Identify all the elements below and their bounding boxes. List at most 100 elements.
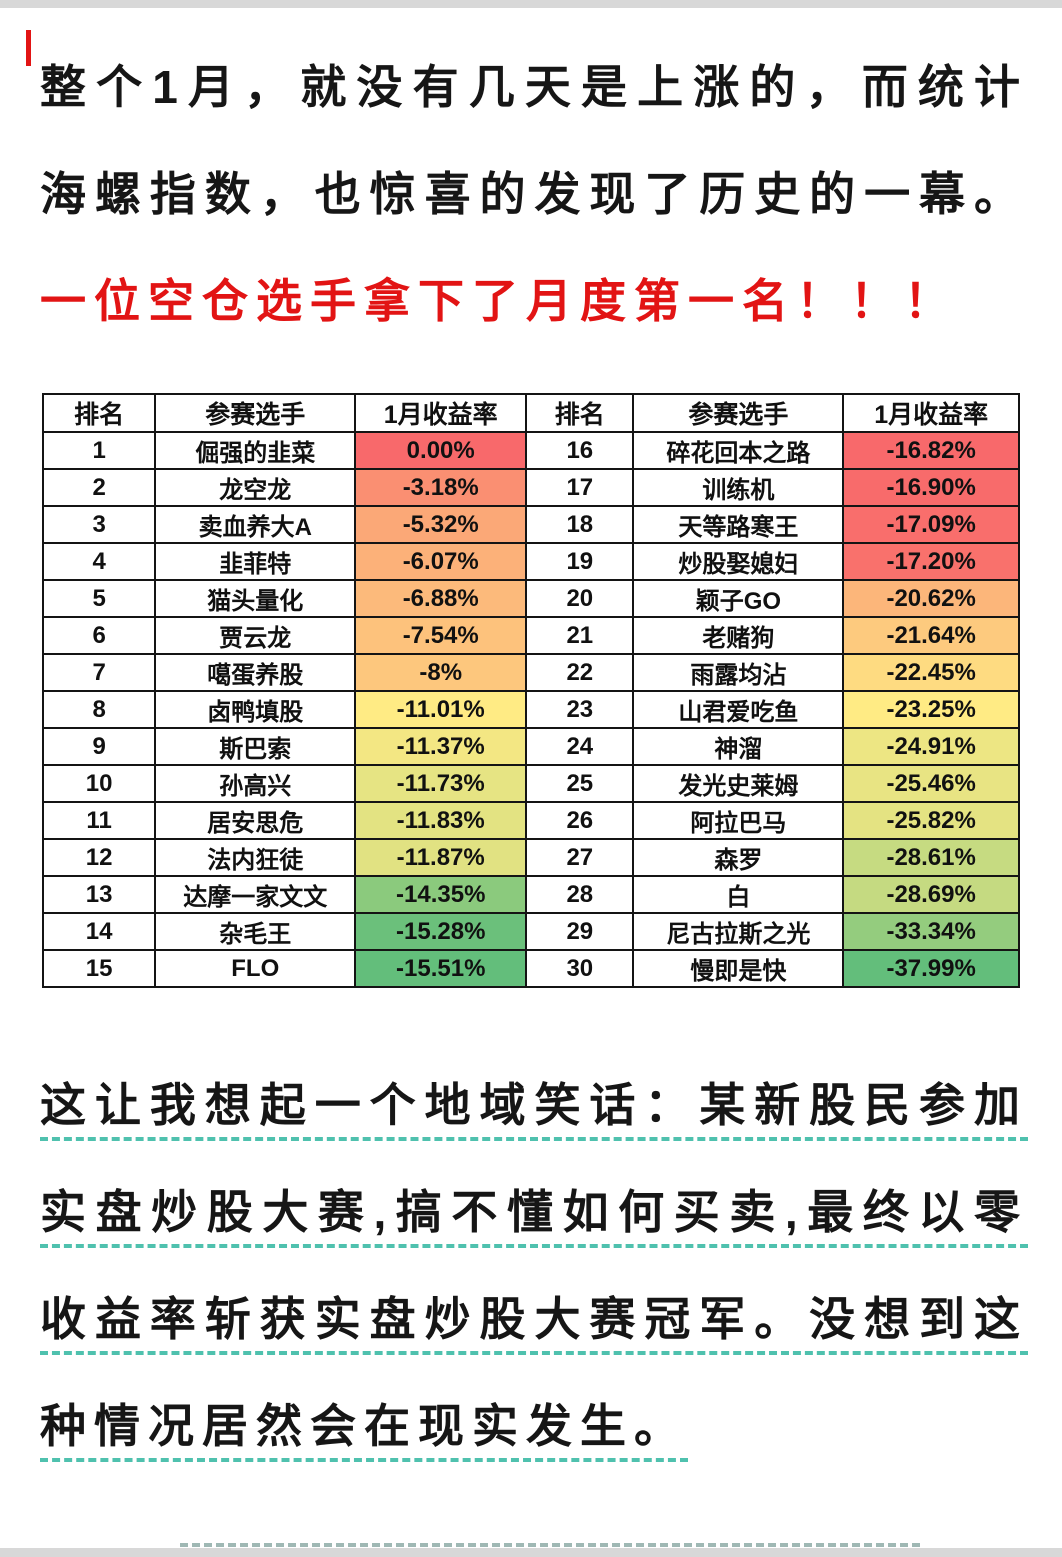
outro-underlined-text: 这让我想起一个地域笑话：某新股民参加实盘炒股大赛,搞不懂如何买卖,最终以零收益率… [40,1079,1028,1452]
player-name-cell: 卤鸭填股 [154,690,357,729]
return-cell: -11.87% [354,838,528,877]
player-name-cell: 韭菲特 [154,542,357,581]
return-cell: 0.00% [354,431,528,470]
rank-cell: 10 [41,764,157,803]
return-cell: -21.64% [842,616,1020,655]
table-row: 5 猫头量化 -6.88% 20 颖子GO -20.62% [41,579,1020,618]
rank-cell: 25 [525,764,635,803]
return-cell: -3.18% [354,468,528,507]
player-name-cell: 炒股娶媳妇 [632,542,845,581]
ranking-table-wrapper: 排名 参赛选手 1月收益率 排名 参赛选手 1月收益率 1 倔强的韭菜 0.00% 1… [41,393,1020,988]
return-cell: -6.88% [354,579,528,618]
player-name-cell: 老赌狗 [632,616,845,655]
rank-cell: 11 [41,801,157,840]
table-row: 3 卖血养大A -5.32% 18 天等路寒王 -17.09% [41,505,1020,544]
return-cell: -11.37% [354,727,528,766]
player-name-cell: 卖血养大A [154,505,357,544]
rank-cell: 23 [525,690,635,729]
table-row: 2 龙空龙 -3.18% 17 训练机 -16.90% [41,468,1020,507]
bottom-edge-bar [0,1548,1062,1557]
column-header-return-right: 1月收益率 [842,393,1020,433]
column-header-rank-left: 排名 [41,393,157,433]
return-cell: -16.82% [842,431,1020,470]
table-row: 11 居安思危 -11.83% 26 阿拉巴马 -25.82% [41,801,1020,840]
outro-paragraph: 这让我想起一个地域笑话：某新股民参加实盘炒股大赛,搞不懂如何买卖,最终以零收益率… [40,1052,1028,1480]
table-row: 14 杂毛王 -15.28% 29 尼古拉斯之光 -33.34% [41,912,1020,951]
player-name-cell: 斯巴索 [154,727,357,766]
return-cell: -7.54% [354,616,528,655]
column-header-return-left: 1月收益率 [354,393,528,433]
return-cell: -20.62% [842,579,1020,618]
player-name-cell: 龙空龙 [154,468,357,507]
rank-cell: 16 [525,431,635,470]
return-cell: -17.20% [842,542,1020,581]
intro-red-text: 一位空仓选手拿下了月度第一名！！！ [40,275,958,327]
intro-black-text: 整个1月，就没有几天是上涨的，而统计海螺指数，也惊喜的发现了历史的一幕。 [40,61,1028,220]
return-cell: -11.01% [354,690,528,729]
rank-cell: 6 [41,616,157,655]
table-row: 4 韭菲特 -6.07% 19 炒股娶媳妇 -17.20% [41,542,1020,581]
rank-cell: 3 [41,505,157,544]
column-header-player-right: 参赛选手 [632,393,845,433]
table-header-row: 排名 参赛选手 1月收益率 排名 参赛选手 1月收益率 [41,393,1020,433]
return-cell: -17.09% [842,505,1020,544]
player-name-cell: 达摩一家文文 [154,875,357,914]
player-name-cell: 猫头量化 [154,579,357,618]
player-name-cell: FLO [154,949,357,988]
table-row: 10 孙高兴 -11.73% 25 发光史莱姆 -25.46% [41,764,1020,803]
table-row: 6 贾云龙 -7.54% 21 老赌狗 -21.64% [41,616,1020,655]
return-cell: -5.32% [354,505,528,544]
table-row: 1 倔强的韭菜 0.00% 16 碎花回本之路 -16.82% [41,431,1020,470]
rank-cell: 7 [41,653,157,692]
return-cell: -11.83% [354,801,528,840]
player-name-cell: 慢即是快 [632,949,845,988]
rank-cell: 28 [525,875,635,914]
rank-cell: 30 [525,949,635,988]
rank-cell: 9 [41,727,157,766]
player-name-cell: 训练机 [632,468,845,507]
player-name-cell: 天等路寒王 [632,505,845,544]
player-name-cell: 神溜 [632,727,845,766]
return-cell: -15.51% [354,949,528,988]
return-cell: -24.91% [842,727,1020,766]
player-name-cell: 居安思危 [154,801,357,840]
rank-cell: 12 [41,838,157,877]
rank-cell: 26 [525,801,635,840]
player-name-cell: 尼古拉斯之光 [632,912,845,951]
rank-cell: 27 [525,838,635,877]
column-header-rank-right: 排名 [525,393,635,433]
player-name-cell: 阿拉巴马 [632,801,845,840]
return-cell: -25.46% [842,764,1020,803]
rank-cell: 14 [41,912,157,951]
column-header-player-left: 参赛选手 [154,393,357,433]
rank-cell: 18 [525,505,635,544]
rank-cell: 24 [525,727,635,766]
return-cell: -6.07% [354,542,528,581]
return-cell: -33.34% [842,912,1020,951]
player-name-cell: 发光史莱姆 [632,764,845,803]
rank-cell: 4 [41,542,157,581]
rank-cell: 17 [525,468,635,507]
rank-cell: 13 [41,875,157,914]
player-name-cell: 杂毛王 [154,912,357,951]
rank-cell: 21 [525,616,635,655]
player-name-cell: 山君爱吃鱼 [632,690,845,729]
table-row: 15 FLO -15.51% 30 慢即是快 -37.99% [41,949,1020,988]
table-row: 13 达摩一家文文 -14.35% 28 白 -28.69% [41,875,1020,914]
ranking-table-body: 1 倔强的韭菜 0.00% 16 碎花回本之路 -16.82% 2 龙空龙 -3.18% 17 训练… [41,431,1020,988]
table-row: 12 法内狂徒 -11.87% 27 森罗 -28.61% [41,838,1020,877]
player-name-cell: 颖子GO [632,579,845,618]
intro-paragraph: 整个1月，就没有几天是上涨的，而统计海螺指数，也惊喜的发现了历史的一幕。一位空仓… [40,34,1028,355]
rank-cell: 29 [525,912,635,951]
table-row: 8 卤鸭填股 -11.01% 23 山君爱吃鱼 -23.25% [41,690,1020,729]
player-name-cell: 孙高兴 [154,764,357,803]
red-margin-tick [26,30,31,66]
rank-cell: 20 [525,579,635,618]
return-cell: -16.90% [842,468,1020,507]
return-cell: -14.35% [354,875,528,914]
return-cell: -8% [354,653,528,692]
rank-cell: 15 [41,949,157,988]
player-name-cell: 法内狂徒 [154,838,357,877]
player-name-cell: 贾云龙 [154,616,357,655]
return-cell: -28.69% [842,875,1020,914]
